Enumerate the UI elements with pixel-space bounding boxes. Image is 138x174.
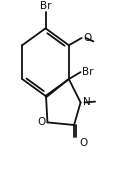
Text: O: O <box>83 33 92 43</box>
Text: Br: Br <box>82 67 94 77</box>
Text: Br: Br <box>40 1 51 11</box>
Text: O: O <box>79 138 88 148</box>
Text: N: N <box>83 97 91 107</box>
Text: O: O <box>37 117 45 127</box>
